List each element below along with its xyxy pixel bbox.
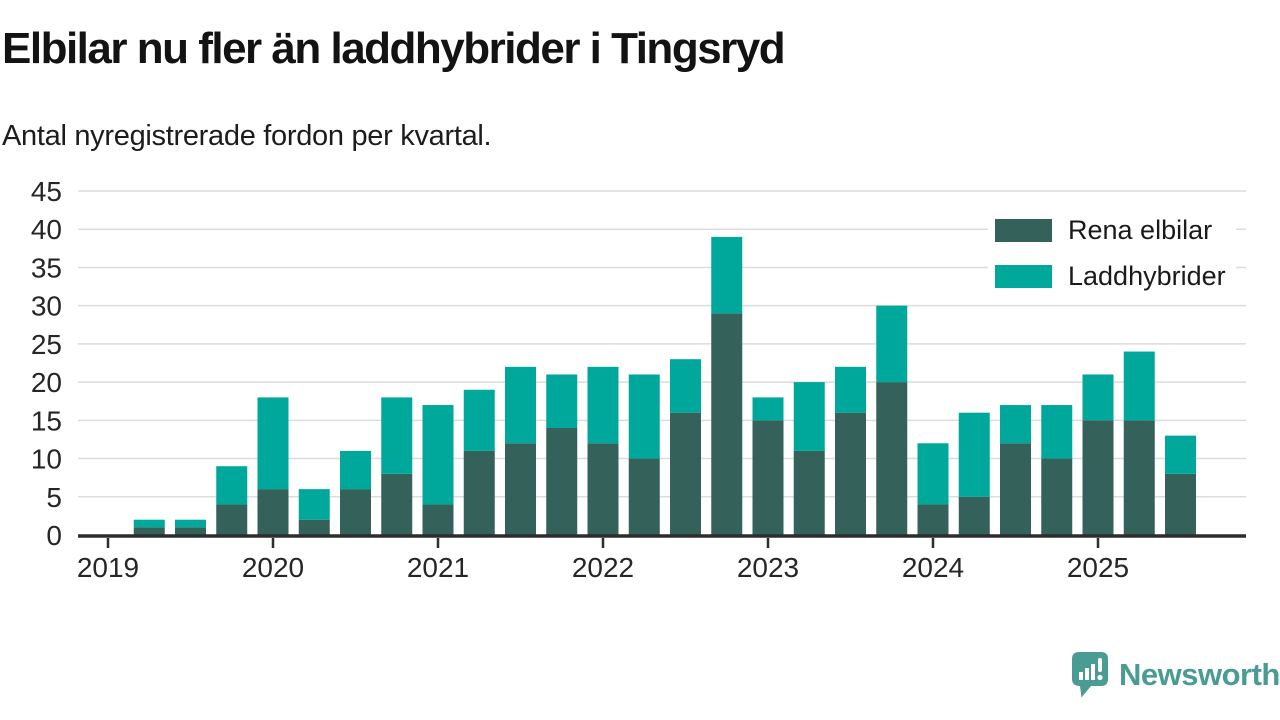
bar-segment-rena_elbilar-2022-Q3 (670, 412, 701, 535)
bar-segment-rena_elbilar-2020-Q3 (340, 489, 371, 535)
legend-label-laddhybrider: Laddhybrider (1068, 261, 1226, 291)
bar-segment-laddhybrider-2024-Q4 (1041, 405, 1073, 459)
bar-segment-laddhybrider-2021-Q1 (422, 405, 454, 505)
legend-swatch-rena-elbilar (995, 219, 1052, 242)
bar-segment-rena_elbilar-2021-Q2 (463, 450, 495, 535)
bar-segment-laddhybrider-2019-Q3 (175, 519, 206, 528)
legend-label-rena-elbilar: Rena elbilar (1068, 215, 1213, 245)
bar-segment-rena_elbilar-2022-Q2 (628, 458, 660, 535)
y-tick-label: 15 (31, 405, 62, 436)
bar-segment-laddhybrider-2024-Q1 (917, 443, 949, 505)
bar-segment-rena_elbilar-2020-Q4 (381, 473, 413, 535)
bar-segment-rena_elbilar-2024-Q2 (958, 496, 990, 535)
bar-segment-laddhybrider-2021-Q2 (463, 389, 495, 451)
bar-segment-rena_elbilar-2021-Q3 (505, 443, 536, 535)
bar-segment-laddhybrider-2023-Q4 (876, 305, 908, 383)
y-tick-label: 40 (31, 214, 62, 245)
legend-swatch-laddhybrider (995, 265, 1052, 288)
bar-segment-rena_elbilar-2023-Q1 (752, 420, 784, 535)
bar-segment-laddhybrider-2021-Q3 (505, 366, 536, 444)
bar-segment-rena_elbilar-2022-Q4 (711, 313, 743, 535)
bar-segment-laddhybrider-2025-Q1 (1082, 374, 1114, 421)
bar-segment-laddhybrider-2022-Q2 (628, 374, 660, 459)
legend-item-laddhybrider: Laddhybrider (995, 261, 1226, 292)
bar-segment-rena_elbilar-2019-Q2 (133, 527, 165, 535)
newsworthy-logo-icon (1072, 652, 1108, 698)
y-tick-label: 10 (31, 444, 62, 475)
chart-title: Elbilar nu fler än laddhybrider i Tingsr… (2, 24, 786, 73)
bar-segment-rena_elbilar-2020-Q2 (298, 519, 330, 535)
bar-segment-rena_elbilar-2025-Q3 (1165, 473, 1196, 535)
bar-segment-laddhybrider-2022-Q1 (587, 366, 619, 444)
bar-segment-laddhybrider-2019-Q2 (133, 519, 165, 528)
bar-segment-laddhybrider-2024-Q3 (1000, 405, 1031, 444)
bar-segment-rena_elbilar-2021-Q4 (546, 427, 578, 535)
bar-segment-rena_elbilar-2019-Q3 (175, 527, 206, 535)
bar-segment-laddhybrider-2023-Q3 (835, 366, 866, 413)
bar-segment-laddhybrider-2023-Q1 (752, 397, 784, 421)
bar-segment-laddhybrider-2020-Q2 (298, 489, 330, 520)
y-tick-label: 0 (46, 520, 62, 551)
x-tick-label: 2019 (77, 552, 139, 583)
bar-segment-rena_elbilar-2024-Q3 (1000, 443, 1031, 535)
y-tick-label: 30 (31, 291, 62, 322)
bar-segment-laddhybrider-2024-Q2 (958, 412, 990, 497)
y-tick-label: 5 (46, 482, 62, 513)
brand-name: Newsworthy (1119, 657, 1280, 692)
x-tick-label: 2023 (737, 552, 799, 583)
x-tick-label: 2025 (1067, 552, 1129, 583)
bar-segment-laddhybrider-2020-Q1 (257, 397, 289, 490)
bar-segment-rena_elbilar-2021-Q1 (422, 504, 454, 535)
bar-segment-rena_elbilar-2022-Q1 (587, 443, 619, 535)
y-tick-label: 20 (31, 367, 62, 398)
bar-segment-laddhybrider-2020-Q4 (381, 397, 413, 474)
bar-segment-rena_elbilar-2019-Q4 (216, 504, 248, 535)
y-tick-label: 45 (31, 176, 62, 207)
bar-segment-rena_elbilar-2025-Q2 (1123, 420, 1155, 535)
bar-segment-laddhybrider-2020-Q3 (340, 450, 371, 490)
bar-segment-laddhybrider-2022-Q4 (711, 236, 743, 314)
bar-segment-rena_elbilar-2025-Q1 (1082, 420, 1114, 535)
legend: Rena elbilar Laddhybrider (988, 207, 1236, 300)
chart-subtitle: Antal nyregistrerade fordon per kvartal. (2, 120, 492, 152)
x-tick-label: 2021 (407, 552, 469, 583)
bar-segment-rena_elbilar-2023-Q3 (835, 412, 866, 535)
bar-segment-laddhybrider-2022-Q3 (670, 359, 701, 413)
bar-segment-laddhybrider-2021-Q4 (546, 374, 578, 428)
bar-segment-rena_elbilar-2020-Q1 (257, 489, 289, 535)
bar-segment-rena_elbilar-2024-Q1 (917, 504, 949, 535)
y-tick-label: 35 (31, 252, 62, 283)
bar-segment-rena_elbilar-2024-Q4 (1041, 458, 1073, 535)
x-tick-label: 2022 (572, 552, 634, 583)
bar-segment-rena_elbilar-2023-Q4 (876, 382, 908, 535)
bar-segment-laddhybrider-2019-Q4 (216, 466, 248, 505)
y-tick-label: 25 (31, 329, 62, 360)
legend-item-rena-elbilar: Rena elbilar (995, 215, 1226, 246)
bar-segment-rena_elbilar-2023-Q2 (793, 450, 825, 535)
bar-segment-laddhybrider-2023-Q2 (793, 382, 825, 451)
x-tick-label: 2020 (242, 552, 304, 583)
x-tick-label: 2024 (902, 552, 964, 583)
bar-segment-laddhybrider-2025-Q3 (1165, 435, 1196, 474)
bar-segment-laddhybrider-2025-Q2 (1123, 351, 1155, 421)
footer: Newsworthy (1068, 650, 1280, 700)
